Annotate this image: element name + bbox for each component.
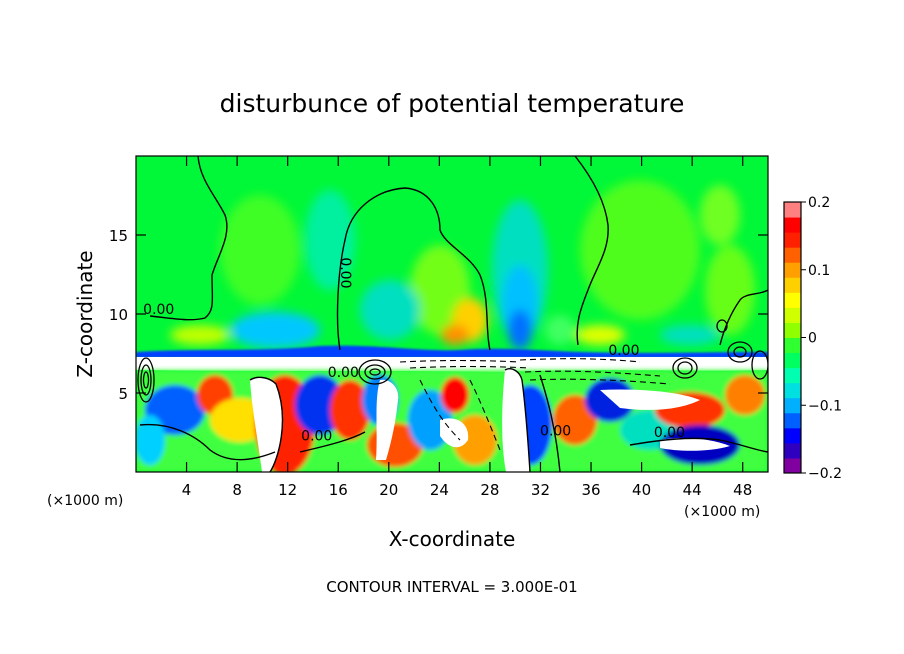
y-axis-ticks: 5 10 15 — [109, 227, 768, 403]
colorbar-swatch — [784, 457, 801, 474]
contour-line — [139, 423, 276, 461]
contour-line — [519, 358, 641, 363]
x-unit-left: (×1000 m) — [47, 493, 123, 509]
contour-line — [409, 365, 531, 369]
layer-interface — [136, 345, 768, 358]
x-tick-label: 16 — [329, 481, 348, 499]
contour-interval-note: CONTOUR INTERVAL = 3.000E-01 — [326, 578, 577, 596]
x-unit-right: (×1000 m) — [684, 504, 760, 520]
contour-label: 0.00 — [328, 365, 359, 381]
colorbar-swatch — [784, 322, 801, 338]
colorbar-tick-label: 0.2 — [808, 195, 830, 211]
colorbar-swatch — [784, 337, 801, 354]
y-tick-label: 15 — [109, 227, 128, 245]
white-plumes — [250, 368, 730, 472]
y-tick-label: 5 — [118, 385, 128, 403]
colorbar-swatch — [784, 382, 801, 399]
contour-line — [529, 378, 671, 385]
colorbar-tick-label: −0.2 — [808, 466, 842, 482]
contour-line — [539, 374, 561, 472]
colorbar-swatch — [784, 367, 801, 384]
colorbar-swatch — [784, 397, 801, 414]
contour-labels: 0.00 0.00 0.00 0.00 0.00 0.00 0.00 — [143, 257, 685, 444]
x-tick-label: 20 — [379, 481, 398, 499]
colorbar-swatch — [784, 217, 801, 233]
x-tick-label: 36 — [581, 481, 600, 499]
contour-label: 0.00 — [143, 302, 174, 318]
colorbar-swatch — [784, 307, 801, 323]
contour-line — [524, 370, 661, 377]
upper-field-features — [170, 180, 755, 350]
colorbar-tick-label: 0.1 — [808, 263, 830, 279]
neutral-band — [136, 357, 768, 372]
contour-line — [719, 289, 768, 346]
colorbar-swatch — [784, 247, 801, 263]
x-tick-label: 44 — [683, 481, 702, 499]
y-tick-label: 10 — [109, 306, 128, 324]
x-tick-label: 24 — [430, 481, 449, 499]
x-tick-label: 32 — [531, 481, 550, 499]
colorbar-tick-label: 0 — [808, 331, 817, 347]
contour-label: 0.00 — [301, 428, 332, 444]
chart-title: disturbunce of potential temperature — [220, 89, 685, 118]
x-tick-label: 28 — [480, 481, 499, 499]
colorbar-swatch — [784, 202, 801, 218]
colorbar-swatch — [784, 352, 801, 369]
contour-line — [399, 359, 521, 363]
y-axis-label: Z-coordinate — [73, 250, 97, 377]
contour-line — [419, 379, 461, 441]
colorbar-swatch — [784, 427, 801, 444]
contour-label: 0.00 — [337, 257, 353, 288]
contour-line — [336, 187, 491, 351]
x-tick-label: 40 — [632, 481, 651, 499]
contour-line — [574, 156, 609, 346]
colorbar-swatch — [784, 277, 801, 293]
x-tick-label: 4 — [182, 481, 192, 499]
colorbar-swatch — [784, 232, 801, 248]
negative-contours — [399, 358, 671, 451]
x-axis-ticks: 4 8 12 16 20 24 28 32 36 40 44 48 — [182, 156, 752, 499]
plot-area — [136, 156, 768, 472]
contour-label: 0.00 — [608, 343, 639, 359]
contour-line — [504, 368, 531, 472]
colorbar-swatch — [784, 262, 801, 278]
x-axis-label: X-coordinate — [389, 527, 516, 551]
x-tick-label: 48 — [733, 481, 752, 499]
contour-line — [629, 437, 768, 453]
contour-line — [249, 376, 284, 472]
contour-line — [299, 431, 366, 453]
contour-lines — [139, 156, 768, 472]
colorbar: −0.2 −0.1 0 0.1 0.2 — [783, 195, 842, 482]
colorbar-tick-label: −0.1 — [808, 398, 842, 414]
contour-label: 0.00 — [540, 424, 571, 440]
x-tick-label: 8 — [232, 481, 242, 499]
colorbar-swatch — [784, 412, 801, 429]
contour-line — [149, 156, 228, 321]
contour-label: 0.00 — [654, 425, 685, 441]
vortex-contours — [137, 319, 768, 403]
lower-field-features — [136, 370, 768, 472]
colorbar-swatch — [784, 442, 801, 459]
x-tick-label: 12 — [278, 481, 297, 499]
colorbar-swatch — [784, 292, 801, 308]
